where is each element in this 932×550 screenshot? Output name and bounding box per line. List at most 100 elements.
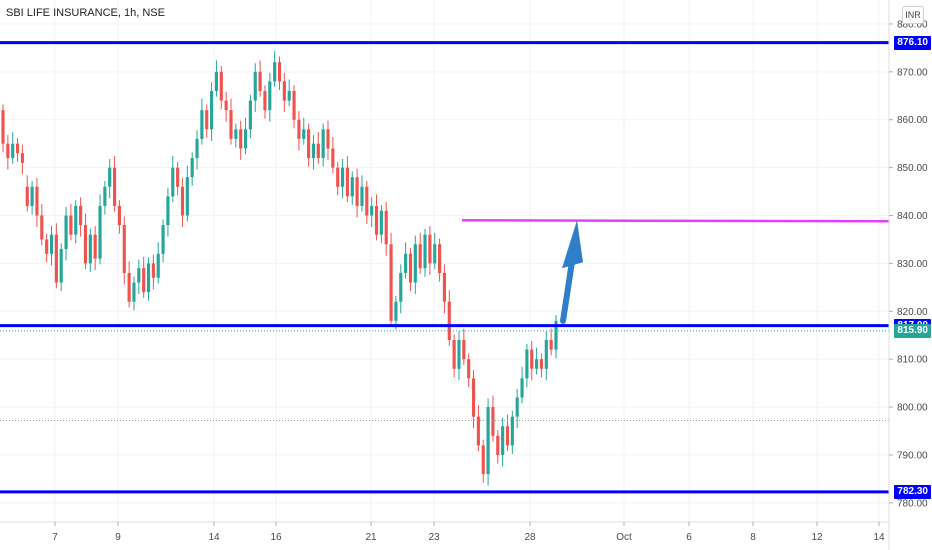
candle xyxy=(156,242,160,284)
candle-body xyxy=(108,167,112,187)
y-tick-label: 880.00 xyxy=(897,19,928,30)
levels xyxy=(0,41,890,494)
candle xyxy=(486,398,490,486)
time-axis[interactable]: 7 9 14 16 21 23 28 Oct 6 8 12 14 xyxy=(52,522,885,543)
candle xyxy=(365,181,369,225)
candle xyxy=(423,228,427,277)
candle xyxy=(195,130,199,170)
candle xyxy=(457,331,461,381)
price-axis[interactable]: 780.00 790.00 800.00 810.00 820.00 830.00 840.… xyxy=(889,19,928,509)
y-tick-label: 820.00 xyxy=(897,307,928,318)
candle xyxy=(239,120,243,160)
candle xyxy=(79,197,83,237)
x-tick-label: Oct xyxy=(616,532,632,543)
candle-body xyxy=(6,143,10,159)
candle-body xyxy=(423,234,427,269)
candle-body xyxy=(151,263,155,278)
candle xyxy=(476,405,480,452)
candle-body xyxy=(486,407,490,475)
candle-body xyxy=(195,138,199,159)
candle-body xyxy=(180,186,185,216)
candle xyxy=(98,194,102,265)
candle-body xyxy=(30,186,34,206)
candle-body xyxy=(243,129,248,149)
y-tick-label: 830.00 xyxy=(897,259,928,270)
candle xyxy=(447,290,451,346)
candle-body xyxy=(59,249,63,283)
y-tick-label: 840.00 xyxy=(897,211,928,222)
y-tick-label: 790.00 xyxy=(897,450,928,461)
candle-body xyxy=(297,119,301,139)
candle-body xyxy=(355,177,359,206)
candle xyxy=(336,161,340,196)
candle-body xyxy=(127,272,131,302)
candle-body xyxy=(408,253,413,283)
candle xyxy=(360,175,364,212)
candle xyxy=(142,256,146,298)
candle-body xyxy=(142,268,146,293)
x-tick-label: 8 xyxy=(750,532,756,543)
candle xyxy=(433,232,437,270)
candle-body xyxy=(69,215,73,235)
candle-body xyxy=(365,186,369,216)
candle-body xyxy=(418,244,422,269)
x-tick-label: 16 xyxy=(270,532,282,543)
candle xyxy=(25,175,29,212)
candle-body xyxy=(166,196,170,226)
candle-body xyxy=(452,340,456,369)
x-tick-label: 21 xyxy=(365,532,377,543)
candle-body xyxy=(471,378,476,417)
candle-body xyxy=(156,253,160,278)
candle xyxy=(35,178,39,227)
candle xyxy=(535,347,539,375)
candle-body xyxy=(350,177,354,197)
candle-body xyxy=(253,71,257,101)
candle-body xyxy=(481,445,485,475)
candle-body xyxy=(433,244,437,264)
candle-body xyxy=(64,215,68,250)
candle xyxy=(93,226,97,271)
y-tick-label: 780.00 xyxy=(897,498,928,509)
candle xyxy=(263,85,267,119)
x-tick-label: 14 xyxy=(873,532,885,543)
candle-body xyxy=(15,143,20,154)
candle-body xyxy=(544,340,548,369)
price-tag: 815.90 xyxy=(894,323,931,338)
candle-body xyxy=(428,234,432,264)
candle-body xyxy=(20,153,24,163)
candle-body xyxy=(117,205,121,226)
candle xyxy=(462,328,466,365)
currency-button[interactable]: INR xyxy=(902,6,924,24)
candle-body xyxy=(442,272,447,302)
candle-body xyxy=(132,282,136,302)
target-line[interactable] xyxy=(461,219,890,223)
candle-body xyxy=(467,359,471,379)
candle xyxy=(234,123,238,148)
candle-body xyxy=(535,359,539,369)
candle-body xyxy=(554,320,558,350)
candle xyxy=(180,178,185,227)
candle-body xyxy=(176,167,180,187)
candle-body xyxy=(25,186,29,206)
candle xyxy=(491,395,495,442)
candle xyxy=(69,204,73,241)
arrow-head[interactable] xyxy=(562,220,583,269)
candle-body xyxy=(331,148,335,168)
candle xyxy=(292,85,296,129)
candle xyxy=(205,104,209,138)
candle xyxy=(137,259,141,295)
candle-body xyxy=(161,225,165,254)
y-tick-label: 870.00 xyxy=(897,67,928,78)
candle-body xyxy=(171,167,175,197)
candle-body xyxy=(525,349,529,379)
candle-body xyxy=(399,272,403,302)
candle-body xyxy=(457,340,461,369)
candle-body xyxy=(321,129,325,159)
candle-body xyxy=(268,81,272,111)
candle xyxy=(321,123,325,167)
candle xyxy=(112,156,117,212)
candle-body xyxy=(239,129,243,149)
chart-title: SBI LIFE INSURANCE, 1h, NSE xyxy=(6,7,165,19)
candle-body xyxy=(190,158,194,178)
